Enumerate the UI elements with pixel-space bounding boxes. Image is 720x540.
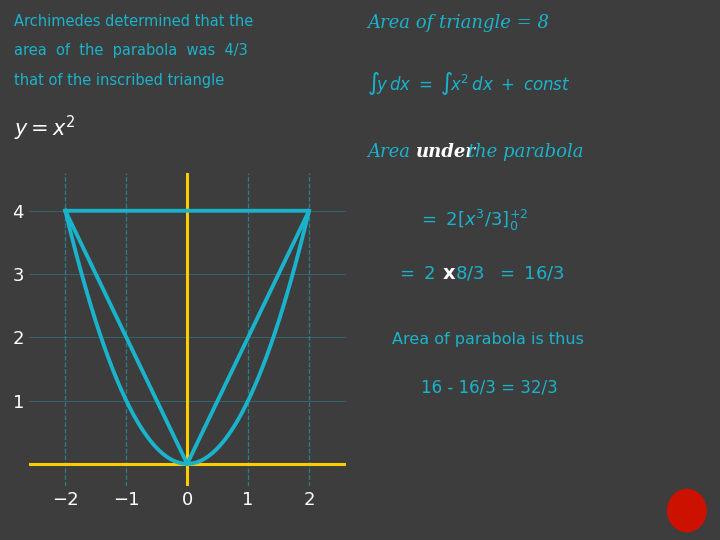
Text: $=\ 2$: $=\ 2$: [396, 265, 436, 282]
Text: $y = x^2$: $y = x^2$: [14, 113, 76, 143]
Text: area  of  the  parabola  was  4/3: area of the parabola was 4/3: [14, 43, 248, 58]
Text: under: under: [416, 143, 476, 161]
Circle shape: [667, 489, 706, 532]
Text: Archimedes determined that the: Archimedes determined that the: [14, 14, 253, 29]
Text: Area: Area: [367, 143, 416, 161]
Text: $=\ 2[x^3/3]_0^{+2}$: $=\ 2[x^3/3]_0^{+2}$: [418, 208, 528, 233]
Text: that of the inscribed triangle: that of the inscribed triangle: [14, 73, 225, 88]
Text: $\mathbf{x}$: $\mathbf{x}$: [442, 265, 456, 282]
Text: $8/3\ \ =\ 16/3$: $8/3\ \ =\ 16/3$: [455, 265, 564, 282]
Text: the parabola: the parabola: [462, 143, 583, 161]
Text: 16 - 16/3 = 32/3: 16 - 16/3 = 32/3: [421, 378, 558, 396]
Text: $\int\!y\,dx\ =\ \int\!x^2\,dx\ +\ const$: $\int\!y\,dx\ =\ \int\!x^2\,dx\ +\ const…: [367, 70, 571, 97]
Text: Area of parabola is thus: Area of parabola is thus: [392, 332, 584, 347]
Text: Area of triangle = 8: Area of triangle = 8: [367, 14, 549, 31]
